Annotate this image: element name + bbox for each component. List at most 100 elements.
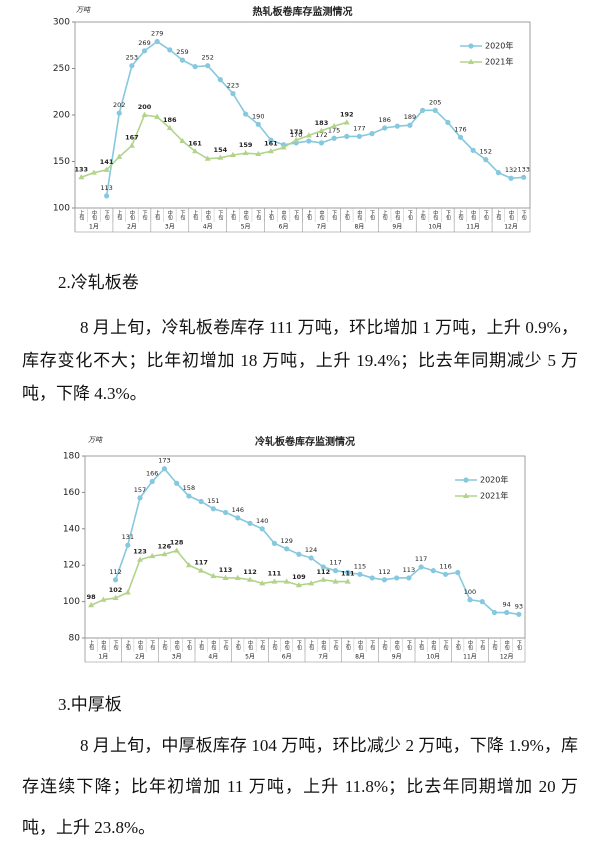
data-label: 131 xyxy=(122,533,134,541)
data-point xyxy=(173,547,180,553)
data-point xyxy=(332,568,339,574)
data-point xyxy=(154,38,160,45)
month-label: 4月 xyxy=(203,224,213,231)
data-point xyxy=(243,111,249,117)
x-tick-label: 中旬 xyxy=(205,209,211,221)
data-point xyxy=(137,495,143,501)
x-tick-label: 上旬 xyxy=(491,639,497,651)
x-tick-label: 中旬 xyxy=(167,209,173,221)
month-label: 2月 xyxy=(135,654,145,661)
data-point xyxy=(344,133,350,139)
x-tick-label: 下旬 xyxy=(516,640,522,651)
data-point xyxy=(247,520,253,526)
data-label: 200 xyxy=(138,103,152,111)
series-line xyxy=(81,114,347,179)
data-point xyxy=(283,578,290,584)
data-point xyxy=(125,542,131,548)
data-label: 117 xyxy=(329,559,341,567)
data-point xyxy=(432,107,438,113)
data-point xyxy=(455,569,461,576)
x-tick-label: 下旬 xyxy=(186,640,192,651)
data-point xyxy=(129,63,135,69)
data-point xyxy=(369,131,375,137)
data-point xyxy=(217,77,223,83)
data-point xyxy=(382,125,388,131)
x-tick-label: 中旬 xyxy=(467,639,473,651)
data-point xyxy=(210,572,217,579)
data-point xyxy=(320,564,326,570)
data-point xyxy=(112,594,119,600)
data-point xyxy=(308,580,315,586)
data-point xyxy=(235,515,241,521)
x-tick-label: 下旬 xyxy=(445,210,451,221)
data-point xyxy=(521,174,527,180)
data-label: 269 xyxy=(138,39,150,47)
chart-title: 热轧板卷库存监测情况 xyxy=(253,5,353,18)
x-tick-label: 上旬 xyxy=(198,639,204,651)
data-label: 111 xyxy=(341,570,355,578)
y-tick-label: 180 xyxy=(63,452,80,462)
data-label: 109 xyxy=(292,573,306,581)
data-point xyxy=(305,132,312,138)
data-label: 252 xyxy=(201,54,213,62)
data-label: 117 xyxy=(194,559,208,567)
data-point xyxy=(166,124,173,131)
data-point xyxy=(179,57,186,63)
data-point xyxy=(320,576,327,582)
series-line xyxy=(90,549,348,606)
data-label: 205 xyxy=(429,98,441,106)
data-point xyxy=(394,123,400,129)
x-tick-label: 中旬 xyxy=(430,639,436,651)
y-tick-label: 100 xyxy=(63,597,80,607)
data-point xyxy=(179,137,186,144)
data-point xyxy=(149,478,155,485)
x-tick-label: 下旬 xyxy=(296,640,302,651)
x-tick-label: 下旬 xyxy=(443,640,449,651)
x-tick-label: 下旬 xyxy=(406,640,412,651)
data-point xyxy=(198,567,205,573)
data-point xyxy=(318,127,325,133)
x-tick-label: 上旬 xyxy=(306,209,312,221)
data-point xyxy=(284,546,290,552)
data-label: 113 xyxy=(403,566,415,574)
x-tick-label: 下旬 xyxy=(255,210,261,221)
data-point xyxy=(112,577,119,583)
data-point xyxy=(255,121,261,127)
data-label: 123 xyxy=(133,548,147,556)
data-point xyxy=(116,110,122,116)
data-point xyxy=(204,155,211,161)
chart: 热轧板卷库存监测情况万吨100150200250300上旬 中旬 下旬 上旬 中旬 下旬上… xyxy=(53,5,531,233)
month-label: 11月 xyxy=(466,224,480,231)
x-tick-label: 下旬 xyxy=(259,640,265,651)
data-point xyxy=(174,480,180,486)
data-point xyxy=(332,578,339,584)
x-tick-label: 上旬 xyxy=(116,209,122,221)
data-point xyxy=(445,119,451,126)
legend-marker xyxy=(463,477,469,483)
data-point xyxy=(295,582,302,588)
x-tick-label: 中旬 xyxy=(320,639,326,651)
data-point xyxy=(280,144,287,150)
x-tick-label: 上旬 xyxy=(271,639,277,651)
month-label: 1月 xyxy=(89,224,99,231)
data-label: 133 xyxy=(517,165,529,173)
data-label: 133 xyxy=(75,165,89,173)
month-label: 7月 xyxy=(317,224,327,231)
x-tick-label: 下旬 xyxy=(223,640,229,651)
data-point xyxy=(205,63,211,69)
data-label: 140 xyxy=(256,517,268,525)
data-point xyxy=(229,151,236,157)
data-point xyxy=(149,552,156,559)
data-point xyxy=(418,564,424,570)
data-point xyxy=(90,169,97,175)
data-point xyxy=(381,577,388,583)
data-label: 152 xyxy=(480,148,492,156)
data-label: 128 xyxy=(170,539,184,547)
x-tick-label: 下旬 xyxy=(179,210,185,221)
data-label: 175 xyxy=(328,126,340,134)
y-tick-label: 300 xyxy=(53,18,70,28)
data-label: 279 xyxy=(151,30,163,38)
data-point xyxy=(442,571,449,577)
data-label: 253 xyxy=(126,54,138,62)
data-label: 192 xyxy=(340,110,354,118)
